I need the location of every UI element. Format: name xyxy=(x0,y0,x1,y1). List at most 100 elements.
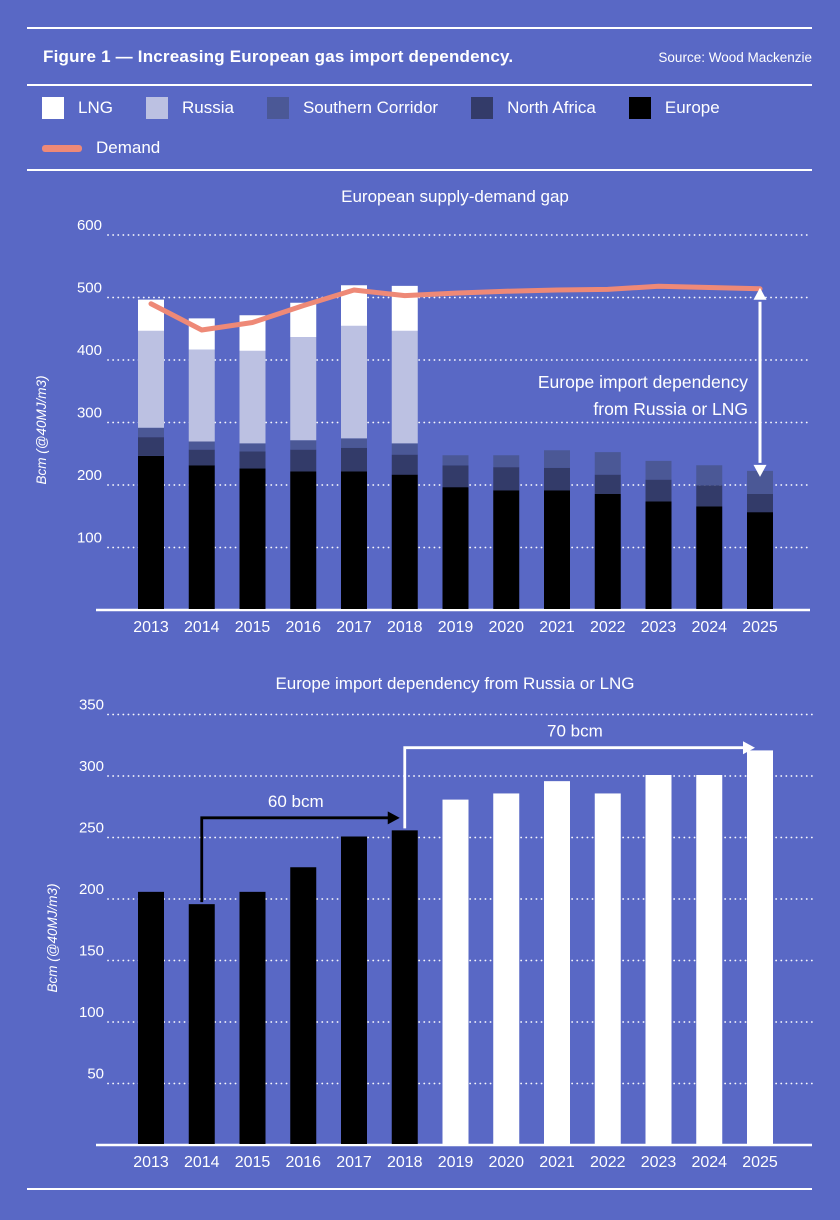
top-chart-title: European supply-demand gap xyxy=(341,187,569,206)
bottom-chart-x-label-2017: 2017 xyxy=(336,1154,372,1171)
top-chart-y-tick-200: 200 xyxy=(77,467,102,484)
legend-item-north-africa: North Africa xyxy=(471,97,596,119)
top-chart-x-label-2014: 2014 xyxy=(184,619,220,636)
legend-item-lng: LNG xyxy=(42,97,113,119)
bar-2015-russia xyxy=(239,350,266,444)
bar-2013-north-africa xyxy=(138,437,164,456)
bar-2014-import-dependency xyxy=(188,904,215,1144)
legend-label: North Africa xyxy=(507,98,596,117)
bottom-chart-y-tick-150: 150 xyxy=(79,943,104,960)
bottom-chart-x-label-2018: 2018 xyxy=(387,1154,423,1171)
bar-2015-southern-corridor xyxy=(239,443,266,452)
top-chart-y-tick-500: 500 xyxy=(77,280,102,297)
bottom-chart-x-label-2020: 2020 xyxy=(488,1154,524,1171)
bar-2021-import-dependency xyxy=(544,781,570,1144)
bar-2018-russia xyxy=(391,330,418,444)
bar-2017-russia xyxy=(341,325,367,439)
bar-2018-import-dependency xyxy=(391,830,418,1144)
top-chart-x-label-2018: 2018 xyxy=(387,619,423,636)
bar-2023-europe xyxy=(645,501,672,609)
import-gap-arrowhead-bottom xyxy=(753,464,767,477)
bar-2021-europe xyxy=(544,490,570,609)
top-divider xyxy=(27,27,812,29)
bar-2019-north-africa xyxy=(442,465,469,488)
bottom-chart-y-tick-200: 200 xyxy=(79,881,104,898)
bar-2015-import-dependency xyxy=(239,891,266,1144)
bar-2016-north-africa xyxy=(290,449,317,472)
bar-2025-north-africa xyxy=(747,494,773,513)
bar-2023-southern-corridor xyxy=(645,460,672,480)
top-chart-x-label-2015: 2015 xyxy=(235,619,271,636)
bar-2025-europe xyxy=(747,512,773,609)
bar-2019-europe xyxy=(442,487,469,609)
legend-label: Southern Corridor xyxy=(302,98,439,117)
top-chart-y-axis-label: Bcm (@40MJ/m3) xyxy=(34,376,49,485)
legend-label: Russia xyxy=(181,98,234,117)
bar-2014-europe xyxy=(188,465,215,609)
top-chart-x-label-2019: 2019 xyxy=(438,619,474,636)
bar-2020-import-dependency xyxy=(493,793,520,1144)
top-chart-x-label-2017: 2017 xyxy=(336,619,372,636)
north-africa-swatch xyxy=(471,97,494,119)
header-divider xyxy=(27,84,812,86)
bar-2015-europe xyxy=(239,468,266,609)
bar-2019-southern-corridor xyxy=(442,455,469,466)
bottom-chart-y-axis-label: Bcm (@40MJ/m3) xyxy=(45,884,60,993)
bar-2023-import-dependency xyxy=(645,775,672,1144)
annotation-arrowhead-60-bcm xyxy=(387,811,400,825)
bottom-chart-x-label-2013: 2013 xyxy=(133,1154,169,1171)
annotation-arrow-60-bcm xyxy=(200,816,389,903)
bottom-divider xyxy=(27,1188,812,1190)
top-chart-y-tick-600: 600 xyxy=(77,217,102,234)
bar-2015-north-africa xyxy=(239,451,266,469)
europe-swatch xyxy=(628,97,651,119)
bar-2013-import-dependency xyxy=(138,891,164,1144)
figure-source: Source: Wood Mackenzie xyxy=(658,50,812,65)
bottom-chart-x-label-2022: 2022 xyxy=(590,1154,626,1171)
import-gap-annotation-line-1: Europe import dependency xyxy=(538,372,748,392)
top-chart-x-label-2025: 2025 xyxy=(742,619,778,636)
bottom-chart-x-label-2024: 2024 xyxy=(691,1154,727,1171)
top-chart-y-tick-100: 100 xyxy=(77,530,102,547)
bar-2022-southern-corridor xyxy=(594,452,621,475)
figure-title: Figure 1 — Increasing European gas impor… xyxy=(43,47,514,66)
bottom-chart-x-label-2025: 2025 xyxy=(742,1154,778,1171)
bar-2020-north-africa xyxy=(493,467,520,491)
bar-2017-europe xyxy=(341,471,367,609)
annotation-label-60-bcm: 60 bcm xyxy=(268,792,324,811)
bar-2014-russia xyxy=(188,349,215,442)
legend: LNG Russia Southern Corridor North Africa Eu… xyxy=(42,97,812,158)
bar-2025-southern-corridor xyxy=(747,470,773,494)
bar-2014-north-africa xyxy=(188,449,215,466)
bottom-chart-y-tick-350: 350 xyxy=(79,697,104,714)
bottom-chart-title: Europe import dependency from Russia or … xyxy=(275,674,634,693)
legend-divider xyxy=(27,169,812,171)
bar-2024-southern-corridor xyxy=(696,465,723,486)
bottom-chart-x-label-2016: 2016 xyxy=(285,1154,321,1171)
bottom-chart-x-label-2021: 2021 xyxy=(539,1154,575,1171)
bottom-chart-y-tick-250: 250 xyxy=(79,820,104,837)
southern-corridor-swatch xyxy=(266,97,289,119)
bar-2016-europe xyxy=(290,471,317,609)
bar-2018-north-africa xyxy=(391,454,418,475)
bottom-chart-x-label-2023: 2023 xyxy=(641,1154,677,1171)
legend-label: Europe xyxy=(664,98,720,117)
bar-2024-import-dependency xyxy=(696,775,723,1144)
bar-2016-import-dependency xyxy=(290,867,317,1144)
top-chart-x-label-2022: 2022 xyxy=(590,619,626,636)
bar-2021-north-africa xyxy=(544,467,570,491)
lng-swatch xyxy=(42,97,64,119)
top-chart-x-label-2023: 2023 xyxy=(641,619,677,636)
bar-2014-southern-corridor xyxy=(188,441,215,450)
legend-row-1: LNG Russia Southern Corridor North Africa Eu… xyxy=(42,97,812,119)
annotation-label-70-bcm: 70 bcm xyxy=(547,722,603,741)
bottom-chart-x-label-2014: 2014 xyxy=(184,1154,220,1171)
legend-item-southern-corridor: Southern Corridor xyxy=(266,97,439,119)
annotation-arrowhead-70-bcm xyxy=(743,741,755,755)
bar-2024-north-africa xyxy=(696,485,723,507)
bottom-chart-x-label-2015: 2015 xyxy=(235,1154,271,1171)
top-chart-x-label-2013: 2013 xyxy=(133,619,169,636)
demand-swatch xyxy=(42,144,82,152)
